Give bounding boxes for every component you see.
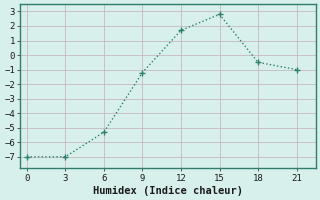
X-axis label: Humidex (Indice chaleur): Humidex (Indice chaleur) <box>93 186 243 196</box>
